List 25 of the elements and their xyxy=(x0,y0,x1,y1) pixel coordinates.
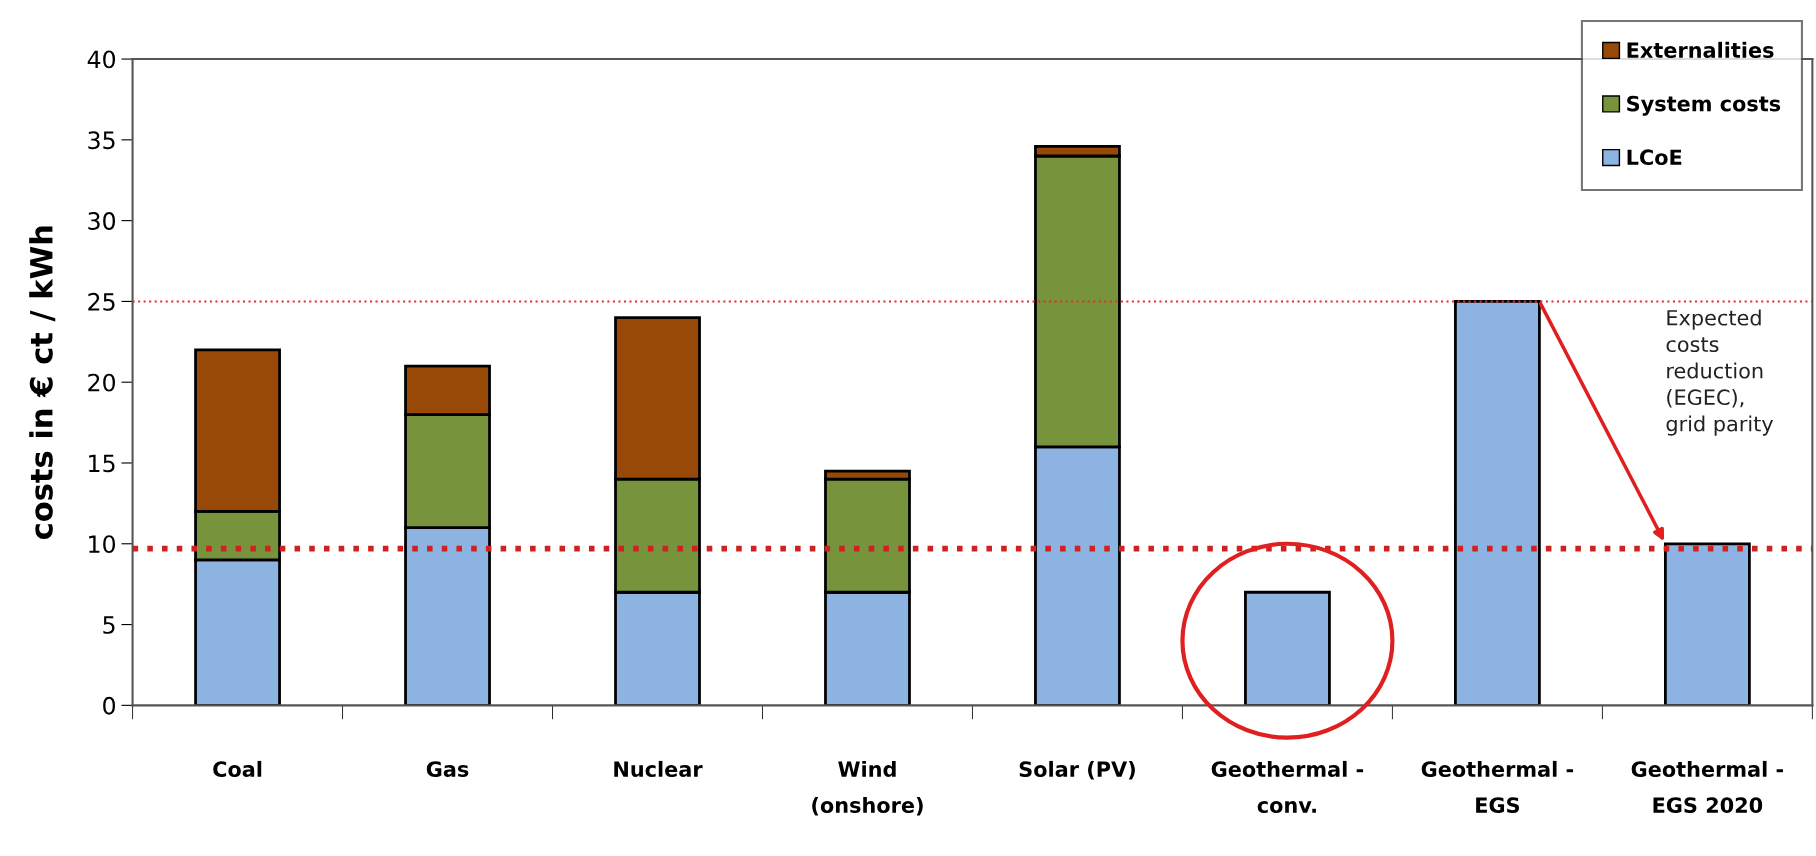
y-tick-label: 35 xyxy=(88,131,115,150)
bar xyxy=(1244,590,1331,706)
legend-label: System costs xyxy=(1627,95,1781,116)
bar xyxy=(1454,300,1541,706)
y-tick-label: 30 xyxy=(88,212,116,230)
x-tick-label: Geothermal - EGS 2020 xyxy=(1631,760,1784,814)
legend-label: Externalities xyxy=(1627,41,1774,58)
x-tick-label: Gas xyxy=(426,761,469,778)
x-tick-label: Wind (onshore) xyxy=(812,760,923,816)
y-tick-label: 25 xyxy=(88,292,115,311)
x-tick-label: Geothermal - conv. xyxy=(1211,760,1364,814)
x-tick-label: Geothermal - EGS xyxy=(1421,760,1574,814)
y-tick-label: 5 xyxy=(103,616,115,634)
y-tick-label: 40 xyxy=(87,50,116,69)
y-axis-title: costs in € ct / kWh xyxy=(29,226,56,540)
legend-label: LCoE xyxy=(1627,149,1682,166)
x-tick-label: Solar (PV) xyxy=(1019,760,1135,780)
x-tick-label: Nuclear xyxy=(614,760,703,778)
x-tick-label: Coal xyxy=(213,760,262,778)
bar xyxy=(1664,542,1751,706)
y-tick-label: 10 xyxy=(89,535,116,554)
annotation: Expected costs reduction (EGEC), grid parity xyxy=(1666,309,1774,436)
y-tick-label: 0 xyxy=(103,696,116,715)
y-tick-label: 15 xyxy=(89,454,115,473)
y-tick-label: 20 xyxy=(88,373,116,392)
